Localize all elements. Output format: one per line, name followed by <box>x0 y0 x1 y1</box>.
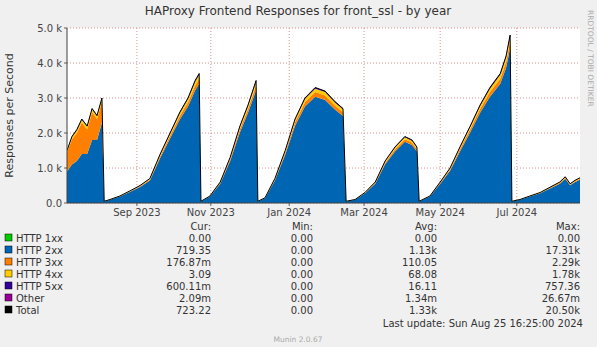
legend-swatch <box>5 294 12 301</box>
legend-stat: 719.35 <box>176 245 211 256</box>
legend-swatch <box>5 282 12 289</box>
legend-stat: 0.00 <box>291 293 313 304</box>
x-tick-label: Jan 2024 <box>266 207 311 218</box>
legend-stat: 0.00 <box>558 233 580 244</box>
footer: Munin 2.0.67 <box>273 335 322 344</box>
plot-area <box>67 28 580 203</box>
legend-stat: 176.87m <box>166 257 211 268</box>
legend-label: HTTP 1xx <box>16 233 63 244</box>
y-tick-label: 0.0 <box>46 198 62 209</box>
x-grid-line <box>440 28 441 203</box>
legend-stat: 20.50k <box>546 305 581 316</box>
legend-stat: 17.31k <box>546 245 581 256</box>
legend-stat: 3.09 <box>189 269 211 280</box>
x-tick-label: Jul 2024 <box>495 207 537 218</box>
legend-stat: 110.05 <box>402 257 437 268</box>
legend-swatch <box>5 306 12 313</box>
y-tick-label: 5.0 k <box>37 23 62 34</box>
legend-stat: 0.00 <box>291 245 313 256</box>
x-tick-label: May 2024 <box>416 207 465 218</box>
x-tick-label: Mar 2024 <box>340 207 388 218</box>
legend-label: Other <box>16 293 45 304</box>
area-series <box>67 35 580 201</box>
legend-stat: 0.00 <box>291 305 313 316</box>
legend-header: Min: <box>292 221 313 232</box>
y-grid-line <box>67 203 580 204</box>
legend-label: HTTP 4xx <box>16 269 63 280</box>
legend-stat: 0.00 <box>291 233 313 244</box>
legend-swatch <box>5 246 12 253</box>
line-series <box>67 35 580 201</box>
legend-stat: 0.00 <box>415 233 437 244</box>
legend-stat: 1.33k <box>409 305 437 316</box>
legend-stat: 26.67m <box>542 293 580 304</box>
legend-swatch <box>5 270 12 277</box>
y-tick-label: 2.0 k <box>37 128 62 139</box>
area-series <box>67 203 580 204</box>
background <box>0 0 597 347</box>
legend-label: HTTP 2xx <box>16 245 63 256</box>
legend-stat: 0.00 <box>189 233 211 244</box>
area-series <box>67 37 580 202</box>
legend-stat: 0.00 <box>291 269 313 280</box>
area-series <box>67 35 580 201</box>
y-tick-label: 3.0 k <box>37 93 62 104</box>
legend-label: Total <box>15 305 39 316</box>
legend-header: Avg: <box>415 221 437 232</box>
y-grid-line <box>67 63 580 64</box>
legend-stat: 600.11m <box>166 281 211 292</box>
last-update: Last update: Sun Aug 25 16:25:00 2024 <box>383 318 583 329</box>
x-grid-line <box>136 28 137 203</box>
legend-stat: 0.00 <box>291 281 313 292</box>
legend-stat: 757.36 <box>545 281 580 292</box>
grid <box>67 28 580 203</box>
x-tick-label: Nov 2023 <box>187 207 235 218</box>
y-axis-label: Responses per Second <box>3 53 16 177</box>
chart: HAProxy Frontend Responses for front_ssl… <box>0 0 597 347</box>
x-grid-line <box>210 28 211 203</box>
y-grid-line <box>67 28 580 29</box>
legend-stat: 1.78k <box>552 269 580 280</box>
legend-label: HTTP 3xx <box>16 257 63 268</box>
legend-header: Cur: <box>190 221 211 232</box>
legend-swatch <box>5 234 12 241</box>
legend-header: Max: <box>556 221 580 232</box>
legend-stat: 2.09m <box>179 293 211 304</box>
title: HAProxy Frontend Responses for front_ssl… <box>145 4 451 18</box>
y-tick-label: 1.0 k <box>37 163 62 174</box>
legend-label: HTTP 5xx <box>16 281 63 292</box>
legend-stat: 1.34m <box>405 293 437 304</box>
x-axis <box>67 203 580 204</box>
legend-stat: 68.08 <box>408 269 437 280</box>
legend-swatch <box>5 258 12 265</box>
watermark: RRDTOOL / TOBI OETIKER <box>586 10 595 107</box>
x-grid-line <box>364 28 365 203</box>
x-tick-label: Sep 2023 <box>113 207 160 218</box>
legend-stat: 1.13k <box>409 245 437 256</box>
legend-stat: 723.22 <box>176 305 211 316</box>
legend-stat: 2.29k <box>552 257 580 268</box>
y-tick-label: 4.0 k <box>37 58 62 69</box>
data-layer <box>67 35 580 203</box>
legend-stat: 16.11 <box>408 281 437 292</box>
x-grid-line <box>516 28 517 203</box>
y-axis <box>67 28 68 203</box>
legend-stat: 0.00 <box>291 257 313 268</box>
